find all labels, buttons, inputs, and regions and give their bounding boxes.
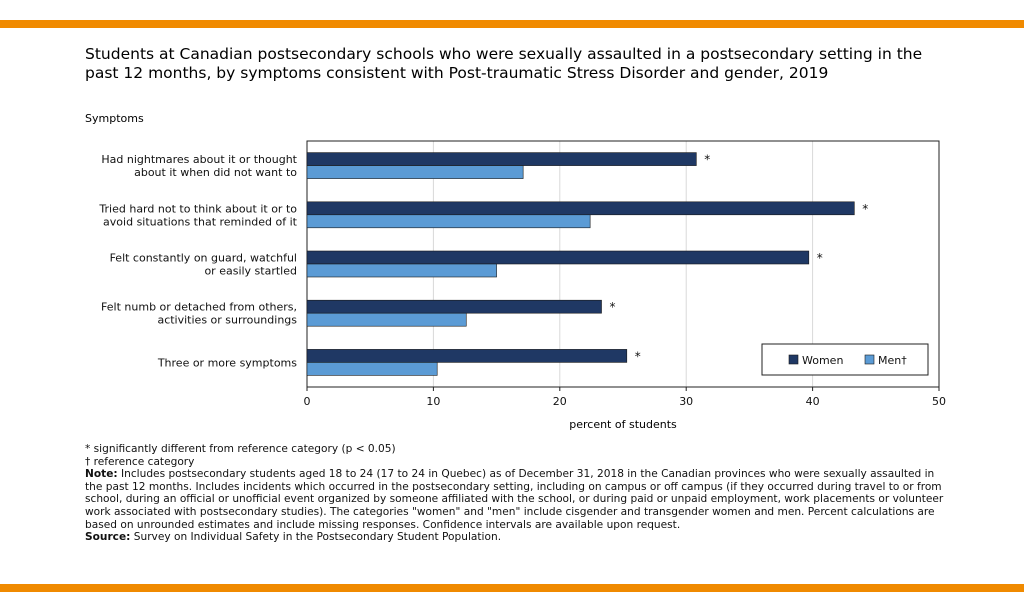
bar-women xyxy=(306,201,855,216)
bar-women xyxy=(306,152,697,166)
significance-marker: * xyxy=(610,300,616,314)
category-label: avoid situations that reminded of it xyxy=(103,215,298,228)
source-paragraph: Source: Survey on Individual Safety in t… xyxy=(85,531,955,544)
legend-swatch xyxy=(788,354,799,365)
category-label: activities or surroundings xyxy=(157,314,297,327)
bar-men xyxy=(306,165,524,179)
source-label: Source: xyxy=(85,531,131,544)
x-tick-label: 10 xyxy=(426,395,440,408)
top-accent-bar xyxy=(0,20,1024,28)
note-paragraph: Note: Includes postsecondary students ag… xyxy=(85,468,955,531)
category-label: or easily startled xyxy=(204,265,297,278)
chart-notes: * significantly different from reference… xyxy=(85,443,955,544)
bar-women xyxy=(306,299,602,314)
significance-marker: * xyxy=(704,153,710,167)
bar-men xyxy=(306,263,497,278)
category-label: Felt constantly on guard, watchful xyxy=(110,252,297,265)
legend-label: Women xyxy=(802,354,843,367)
legend-swatch xyxy=(864,354,875,365)
x-tick-label: 0 xyxy=(304,395,311,408)
x-tick-label: 50 xyxy=(932,395,946,408)
significance-marker: * xyxy=(635,349,641,363)
significance-marker: * xyxy=(862,202,868,216)
x-tick-label: 40 xyxy=(806,395,820,408)
bar-men xyxy=(306,312,467,327)
x-tick-label: 30 xyxy=(679,395,693,408)
bar-women xyxy=(306,250,810,265)
source-text: Survey on Individual Safety in the Posts… xyxy=(130,531,502,544)
bottom-accent-bar xyxy=(0,584,1024,592)
significance-marker: * xyxy=(817,251,823,265)
category-label: Tried hard not to think about it or to xyxy=(98,202,297,215)
category-label: about it when did not want to xyxy=(134,166,297,179)
note-text: Includes postsecondary students aged 18 … xyxy=(85,468,944,531)
category-label: Had nightmares about it or thought xyxy=(101,153,297,166)
bar-women xyxy=(306,349,628,363)
bar-men xyxy=(306,362,438,376)
x-tick-label: 20 xyxy=(553,395,567,408)
reference-note: † reference category xyxy=(85,455,195,468)
category-label: Three or more symptoms xyxy=(157,356,297,369)
chart-title: Students at Canadian postsecondary schoo… xyxy=(85,45,923,82)
y-axis-title: Symptoms xyxy=(85,112,144,125)
significance-note: * significantly different from reference… xyxy=(85,443,396,455)
note-label: Note: xyxy=(85,468,118,481)
x-axis-title: percent of students xyxy=(569,418,677,431)
legend-label: Men† xyxy=(878,354,907,367)
category-label: Felt numb or detached from others, xyxy=(101,301,297,314)
bar-men xyxy=(306,214,591,229)
